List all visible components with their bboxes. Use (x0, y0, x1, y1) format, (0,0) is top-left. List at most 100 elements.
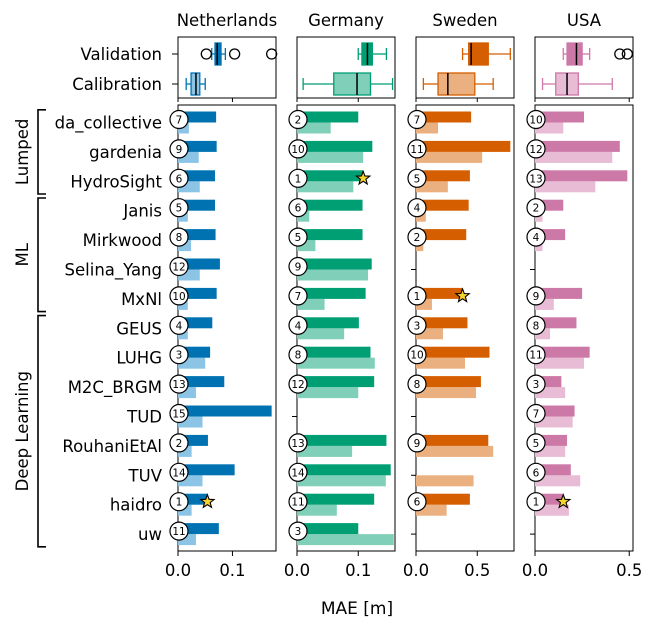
rank-badge (526, 109, 546, 130)
rank-label: 7 (295, 291, 302, 303)
calibration-bar (297, 269, 369, 281)
validation-bar (535, 346, 590, 358)
validation-bar (178, 199, 216, 211)
rank-badge (407, 227, 427, 247)
rank-badge (526, 345, 546, 365)
rank-label: 3 (414, 320, 421, 332)
calibration-bar (297, 357, 375, 369)
rank-label: 7 (176, 115, 183, 127)
calibration-bar (297, 122, 331, 134)
rank-label: 1 (533, 497, 540, 509)
panel-title: Sweden (432, 11, 497, 30)
rank-label: 8 (176, 232, 183, 244)
validation-bar (535, 199, 564, 211)
rank-label: 11 (172, 526, 185, 538)
panel-title: USA (567, 11, 602, 30)
rank-badge (526, 374, 546, 394)
rank-badge (169, 433, 189, 453)
calibration-bar (416, 122, 439, 134)
rank-label: 9 (533, 291, 540, 303)
rank-badge (169, 256, 189, 277)
calibration-bar (416, 387, 477, 399)
calibration-bar (535, 387, 566, 399)
rank-badge (407, 433, 427, 453)
calibration-bar (297, 181, 354, 193)
rank-label: 3 (176, 350, 183, 362)
rank-badge (288, 374, 308, 394)
model-label: Selina_Yang (65, 261, 162, 281)
calibration-bar (535, 357, 584, 369)
rank-label: 4 (414, 203, 421, 215)
rank-badge (169, 345, 189, 365)
model-label: uw (138, 525, 162, 544)
validation-bar (178, 317, 213, 329)
rank-label: 2 (176, 438, 183, 450)
validation-bar (297, 523, 359, 535)
validation-bar (178, 523, 219, 535)
rank-label: 10 (291, 144, 304, 156)
calibration-bar (178, 387, 196, 399)
rank-badge (526, 198, 546, 218)
validation-bar (178, 229, 216, 241)
box-iqr (214, 42, 222, 66)
rank-label: 6 (414, 497, 421, 509)
calibration-bar (416, 475, 474, 487)
validation-bar (535, 229, 566, 241)
rank-label: 13 (291, 438, 304, 450)
validation-bar (416, 434, 489, 446)
rank-badge (526, 227, 546, 247)
model-label: Mirkwood (83, 231, 162, 250)
rank-label: 10 (172, 291, 185, 303)
rank-badge (169, 198, 189, 218)
rank-label: 2 (414, 232, 421, 244)
rank-badge (526, 433, 546, 453)
validation-bar (178, 140, 217, 152)
validation-bar (178, 405, 272, 417)
validation-bar (297, 434, 387, 446)
group-bracket (37, 197, 46, 313)
rank-label: 6 (295, 203, 302, 215)
calibration-bar (178, 475, 203, 487)
x-tick-label: 0.5 (616, 561, 642, 580)
group-label: Deep Learning (13, 371, 32, 491)
calibration-bar (178, 181, 200, 193)
rank-label: 2 (533, 203, 540, 215)
model-label: GEUS (116, 319, 162, 338)
rank-label: 15 (172, 409, 185, 421)
model-label: LUHG (116, 349, 162, 368)
validation-bar (178, 258, 220, 270)
calibration-bar (178, 534, 196, 546)
rank-label: 2 (295, 115, 302, 127)
rank-label: 9 (414, 438, 421, 450)
rank-badge (169, 521, 189, 541)
rank-badge (169, 492, 189, 512)
rank-label: 13 (172, 379, 185, 391)
calibration-bar (297, 534, 394, 546)
rank-label: 7 (533, 409, 540, 421)
calibration-bar (297, 328, 345, 340)
calibration-bar (416, 151, 483, 163)
rank-badge (169, 227, 189, 247)
box-panel-frame (177, 36, 277, 99)
rank-badge (288, 198, 308, 218)
rank-label: 11 (291, 497, 304, 509)
rank-label: 9 (295, 262, 302, 274)
rank-badge (407, 139, 427, 159)
validation-bar (416, 229, 467, 241)
best-model-star (354, 169, 372, 186)
validation-bar (178, 111, 217, 123)
calibration-bar (535, 151, 613, 163)
x-tick-label: 0.0 (403, 561, 429, 580)
validation-bar (535, 464, 571, 476)
validation-bar (535, 493, 564, 505)
rank-badge (169, 139, 189, 159)
rank-badge (526, 462, 546, 482)
calibration-bar (178, 269, 200, 281)
rank-badge (407, 374, 427, 394)
validation-bar (178, 493, 208, 505)
rank-badge (288, 345, 308, 365)
validation-bar (416, 140, 511, 152)
calibration-bar (178, 416, 203, 428)
rank-label: 10 (529, 115, 542, 127)
rank-badge (526, 403, 546, 424)
